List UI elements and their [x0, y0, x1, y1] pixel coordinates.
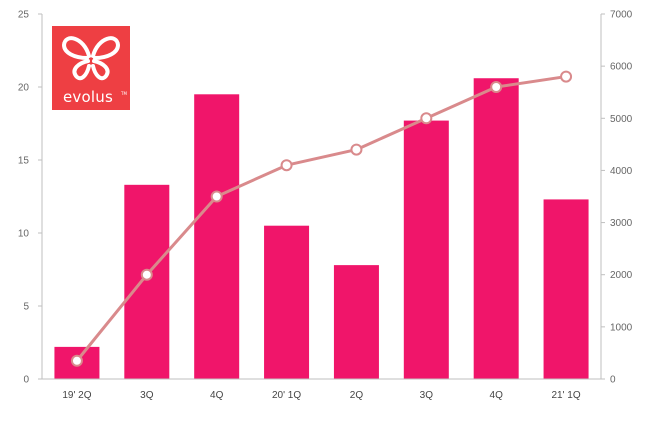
line-point [560, 70, 573, 83]
left-axis-tick-label: 5 [23, 302, 29, 313]
left-axis-tick-label: 25 [18, 10, 30, 21]
line-point [490, 81, 503, 93]
line-point [350, 143, 363, 156]
left-axis-tick-label: 10 [18, 229, 30, 240]
bar-series [54, 78, 589, 380]
category-axis: 19' 2Q 3Q 4Q 20' 1Q 2Q 3Q 4Q 21' 1Q [42, 378, 601, 401]
bar [124, 184, 170, 379]
category-label: 2Q [350, 390, 364, 401]
bar [473, 78, 519, 380]
left-axis: 0 5 10 15 20 25 [18, 10, 43, 386]
category-label: 3Q [140, 390, 154, 401]
category-label: 20' 1Q [272, 390, 301, 401]
line-series-path [75, 75, 567, 362]
right-axis-tick-label: 2000 [610, 270, 633, 281]
right-axis-tick-label: 4000 [610, 166, 633, 177]
evolus-logo: evolus TM [52, 26, 130, 110]
right-axis-tick-label: 7000 [610, 10, 633, 21]
category-label: 19' 2Q [62, 390, 91, 401]
bar [333, 265, 379, 379]
bar [194, 94, 240, 380]
category-label: 4Q [490, 390, 504, 401]
logo-trademark: TM [120, 91, 127, 96]
right-axis-tick-label: 3000 [610, 218, 633, 229]
category-label: 21' 1Q [551, 390, 580, 401]
line-point [210, 190, 223, 203]
left-axis-tick-label: 0 [23, 375, 29, 386]
bar [403, 120, 449, 379]
category-label: 3Q [420, 390, 434, 401]
right-axis-tick-label: 0 [610, 375, 616, 386]
bar [264, 225, 310, 379]
line-series [70, 70, 573, 367]
line-point [280, 159, 293, 172]
logo-text: evolus [63, 88, 113, 106]
line-point [420, 112, 433, 125]
right-axis-tick-label: 1000 [610, 322, 633, 333]
right-axis-tick-label: 5000 [610, 114, 633, 125]
bar [543, 199, 589, 379]
line-point [70, 354, 83, 367]
category-label: 4Q [210, 390, 224, 401]
line-point [140, 268, 153, 281]
left-axis-tick-label: 15 [18, 156, 30, 167]
left-axis-tick-label: 20 [18, 83, 30, 94]
right-axis: 0 1000 2000 3000 4000 5000 6000 7000 [600, 10, 633, 386]
right-axis-tick-label: 6000 [610, 62, 633, 73]
butterfly-icon [62, 36, 120, 81]
